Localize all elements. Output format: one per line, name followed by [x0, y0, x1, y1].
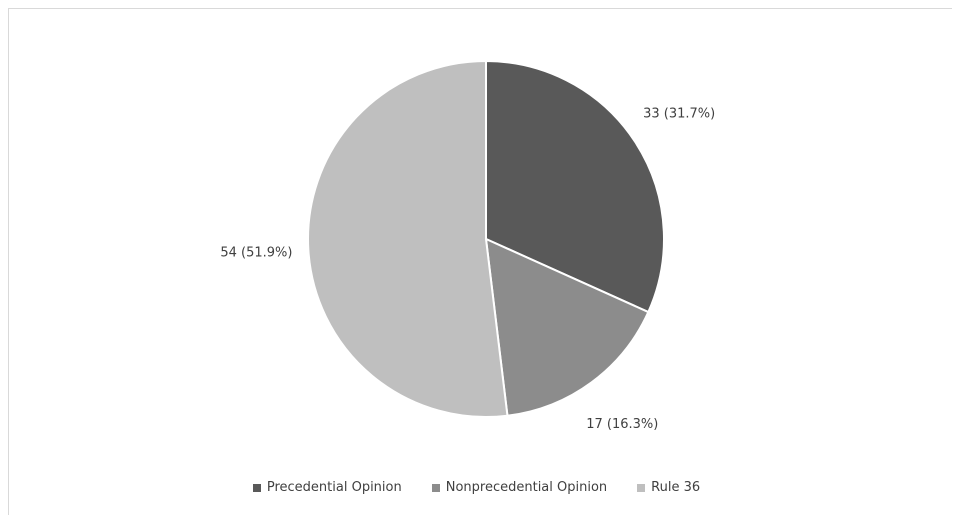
legend-item-precedential-opinion: Precedential Opinion	[252, 480, 402, 495]
legend-item-nonprecedential-opinion: Nonprecedential Opinion	[431, 480, 608, 495]
pie-slice-nonprecedential-opinion	[484, 237, 650, 417]
pie-slice-rule-36	[307, 59, 509, 418]
pie-chart: 33 (31.7%) 17 (16.3%) 54 (51.9%)	[220, 59, 715, 432]
pie-slice-precedential-opinion	[485, 59, 665, 314]
legend: Precedential Opinion Nonprecedential Opi…	[0, 480, 953, 495]
pie-data-labels: 33 (31.7%) 17 (16.3%) 54 (51.9%)	[220, 107, 715, 432]
pie-slices	[307, 59, 665, 418]
data-label: 33 (31.7%)	[643, 107, 715, 122]
data-label: 54 (51.9%)	[220, 245, 292, 260]
legend-label: Nonprecedential Opinion	[445, 480, 608, 495]
legend-swatch-icon	[637, 483, 646, 492]
legend-label: Precedential Opinion	[266, 480, 402, 495]
legend-label: Rule 36	[651, 480, 701, 495]
data-label: 17 (16.3%)	[586, 417, 658, 432]
legend-item-rule-36: Rule 36	[637, 480, 700, 495]
legend-swatch-icon	[252, 483, 261, 492]
legend-swatch-icon	[431, 483, 440, 492]
